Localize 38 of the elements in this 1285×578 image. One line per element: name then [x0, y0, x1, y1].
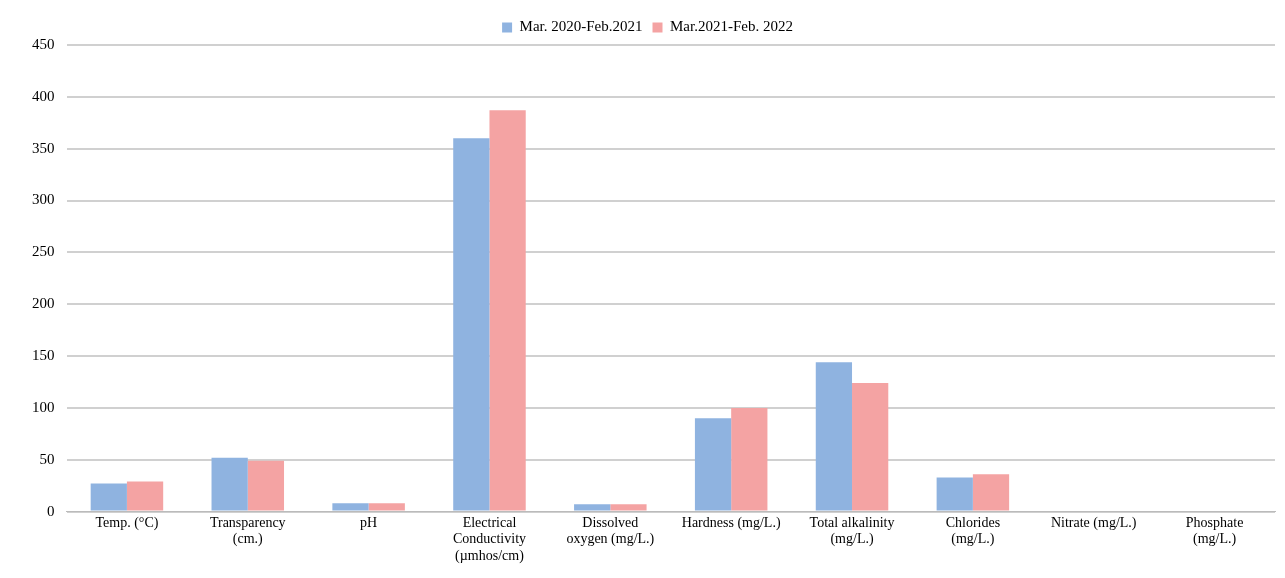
- bar: [453, 138, 490, 511]
- x-tick-label: pH: [360, 514, 378, 530]
- bar: [610, 504, 647, 511]
- x-tick-label: Transparency (cm.): [209, 514, 286, 548]
- bar: [972, 474, 1010, 511]
- y-tick-label: 200: [32, 295, 55, 312]
- y-tick-label: 350: [32, 139, 55, 156]
- bar: [815, 362, 853, 511]
- x-tick-label: Chlorides (mg/L.): [945, 514, 1001, 548]
- bar: [247, 460, 285, 511]
- bar: [694, 418, 732, 511]
- bar: [731, 407, 768, 511]
- y-tick-label: 50: [39, 450, 55, 467]
- y-tick-label: 0: [47, 502, 55, 519]
- x-tick-label: Nitrate (mg/L.): [1050, 514, 1137, 531]
- bar: [211, 457, 248, 511]
- bar: [126, 481, 164, 511]
- legend-label: Mar.2021-Feb. 2022: [670, 18, 793, 35]
- bar: [852, 383, 889, 511]
- y-tick-label: 250: [32, 243, 55, 260]
- x-tick-label: Electrical Conductivity (µmhos/cm): [452, 514, 527, 565]
- bar: [368, 503, 405, 511]
- legend-label: Mar. 2020-Feb.2021: [519, 18, 643, 35]
- x-tick-label: Total alkalinity (mg/L.): [809, 514, 895, 548]
- x-tick-label: Dissolved oxygen (mg/L.): [566, 514, 655, 548]
- y-tick-label: 100: [32, 398, 55, 415]
- bar: [489, 110, 526, 511]
- x-tick-label: Phosphate (mg/L.): [1185, 514, 1244, 548]
- x-tick-label: Hardness (mg/L.): [681, 514, 781, 531]
- bar: [574, 504, 611, 511]
- y-tick-label: 150: [32, 347, 55, 363]
- y-tick-label: 400: [32, 87, 55, 104]
- x-tick-label: Temp. (°C): [95, 514, 159, 531]
- bar: [936, 477, 973, 511]
- bar: [90, 483, 127, 511]
- y-tick-label: 450: [32, 35, 55, 52]
- y-tick-label: 300: [32, 191, 55, 208]
- bar: [332, 503, 369, 511]
